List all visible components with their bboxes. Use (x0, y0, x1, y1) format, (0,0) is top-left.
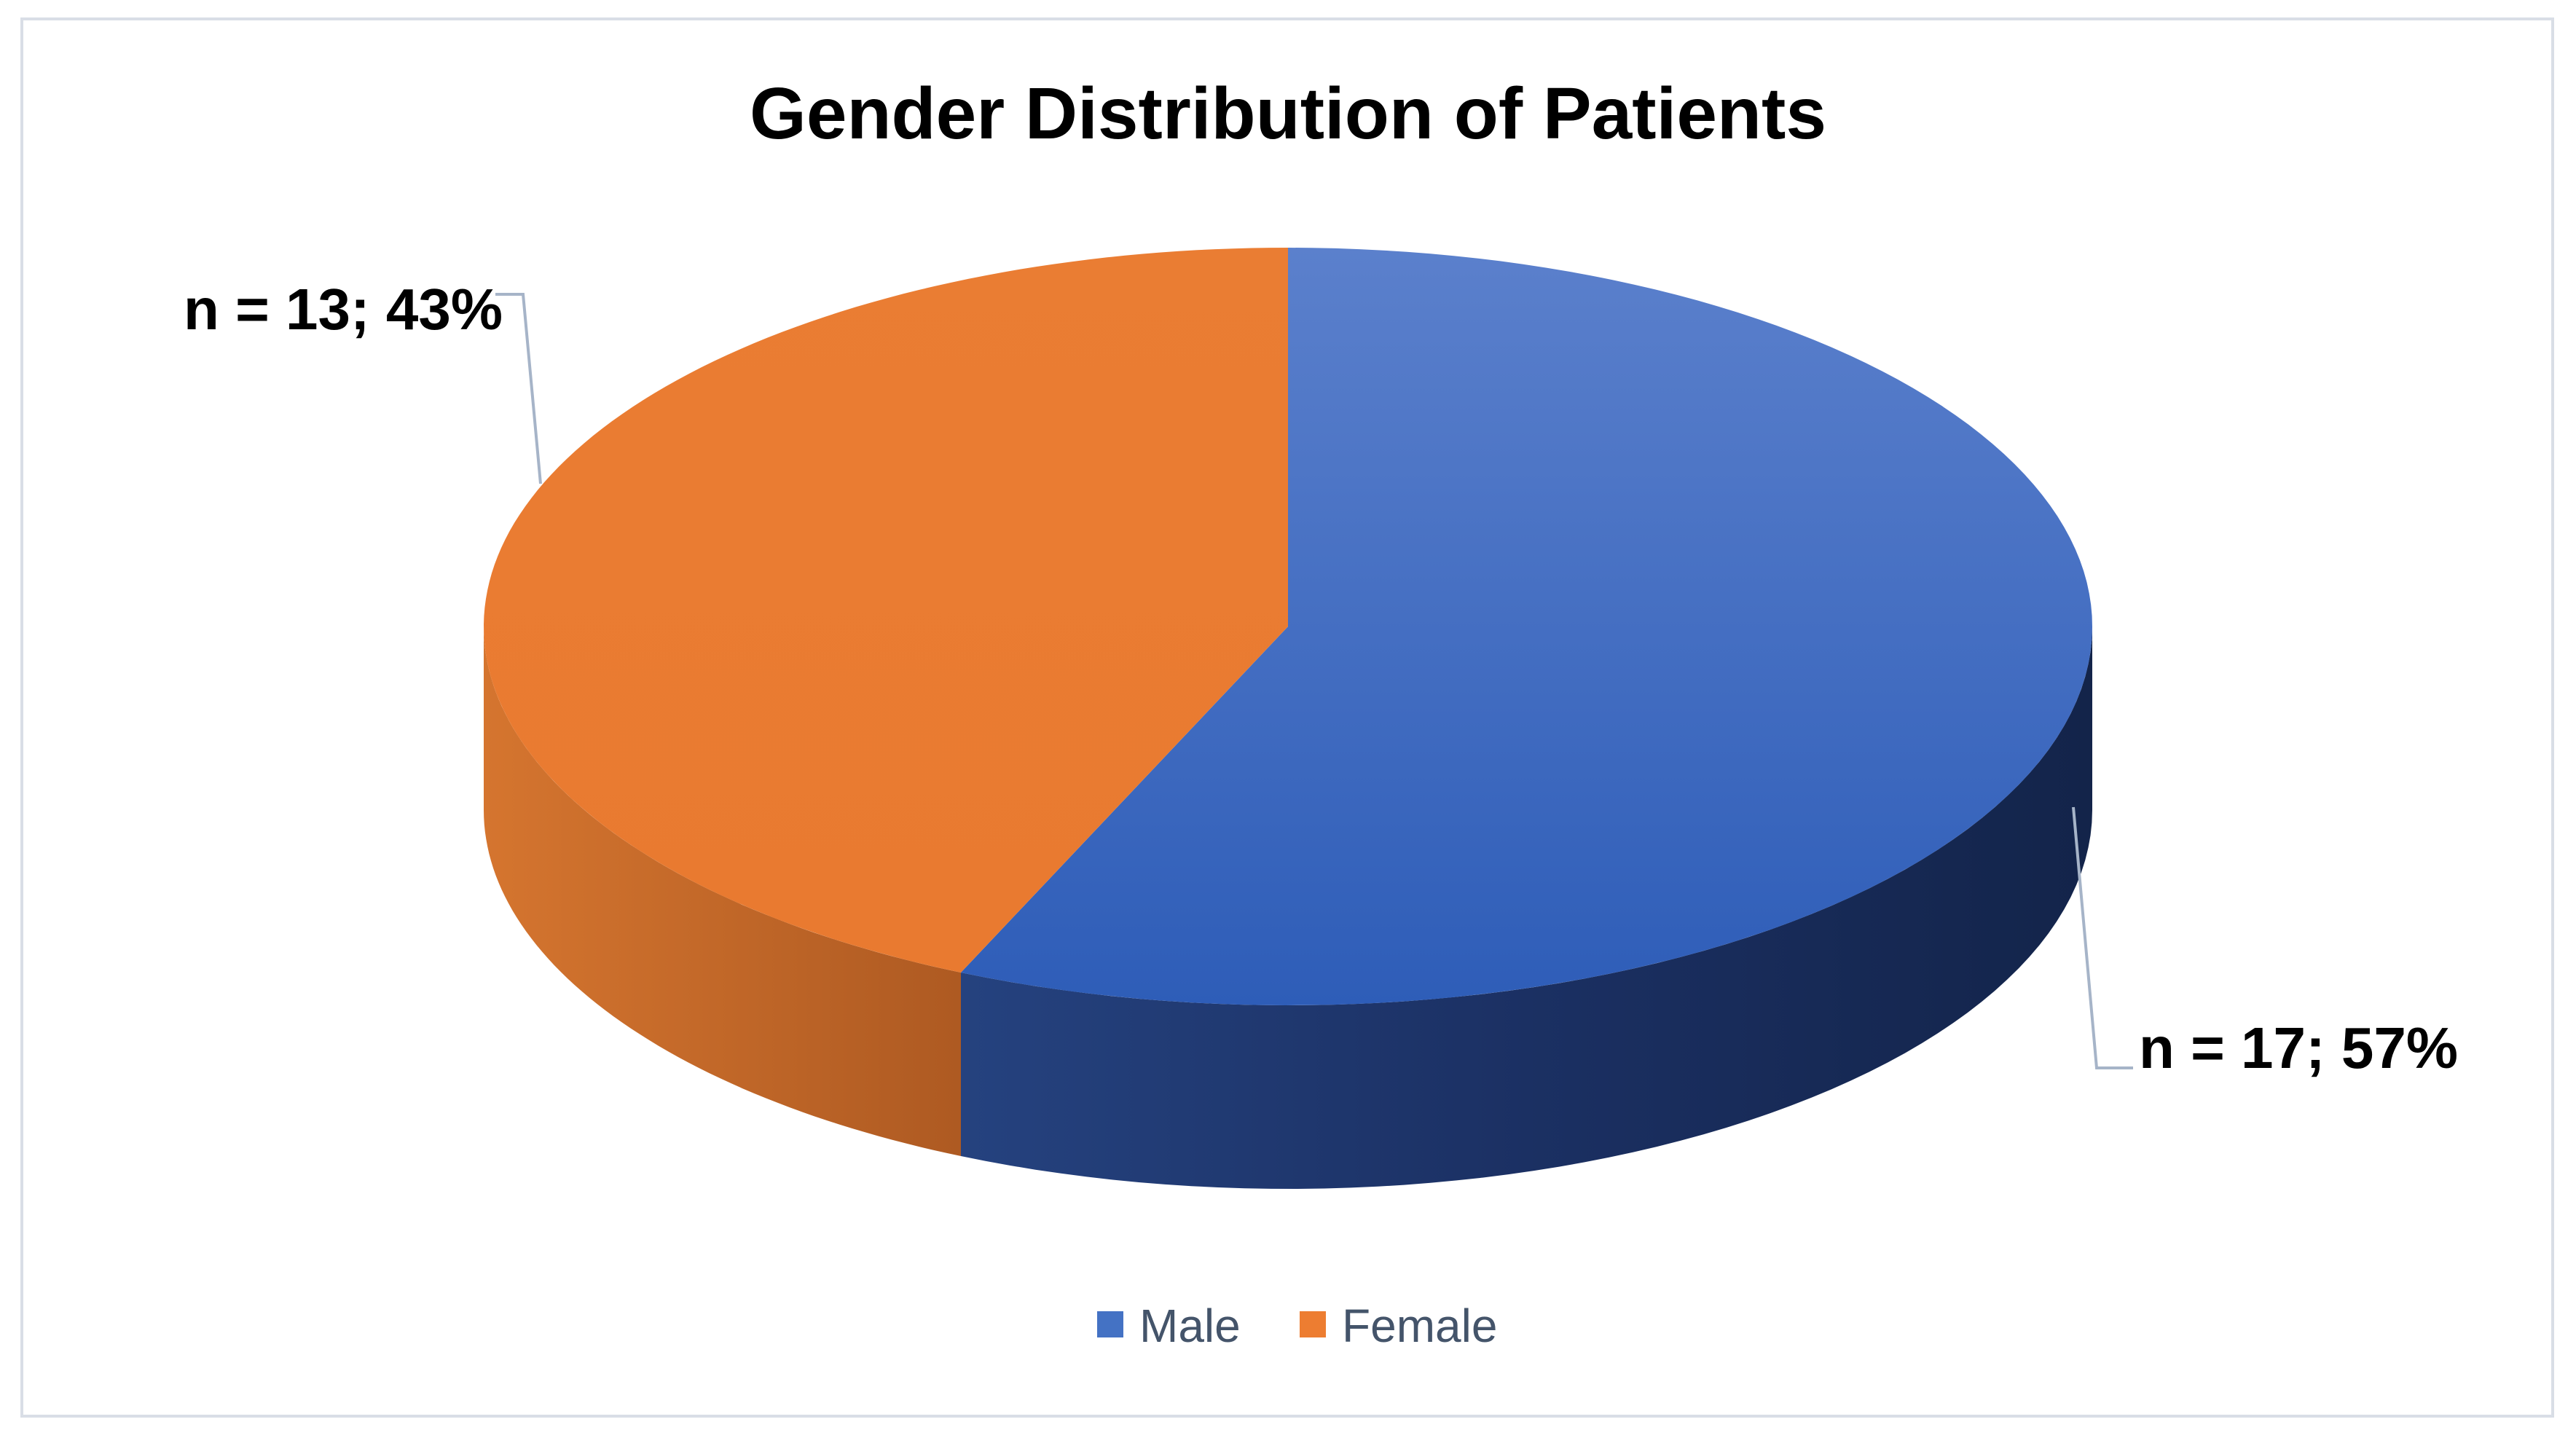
data-label-male: n = 17; 57% (2139, 1015, 2458, 1080)
pie-side-male (961, 626, 2092, 1189)
pie-slice-male (961, 248, 2092, 1005)
chart-title: Gender Distribution of Patients (750, 73, 1826, 154)
legend: Male Female (1097, 1300, 1497, 1352)
data-label-female: n = 13; 43% (184, 277, 503, 342)
legend-swatch-female (1300, 1311, 1326, 1337)
leader-line-male (2072, 806, 2133, 1069)
legend-label-male: Male (1139, 1300, 1241, 1352)
legend-swatch-male (1097, 1311, 1123, 1337)
pie-side-female (484, 626, 961, 1156)
leader-line-female (495, 293, 542, 484)
pie-group (484, 248, 2092, 1189)
legend-label-female: Female (1342, 1300, 1497, 1352)
pie-slice-female (484, 248, 1288, 973)
